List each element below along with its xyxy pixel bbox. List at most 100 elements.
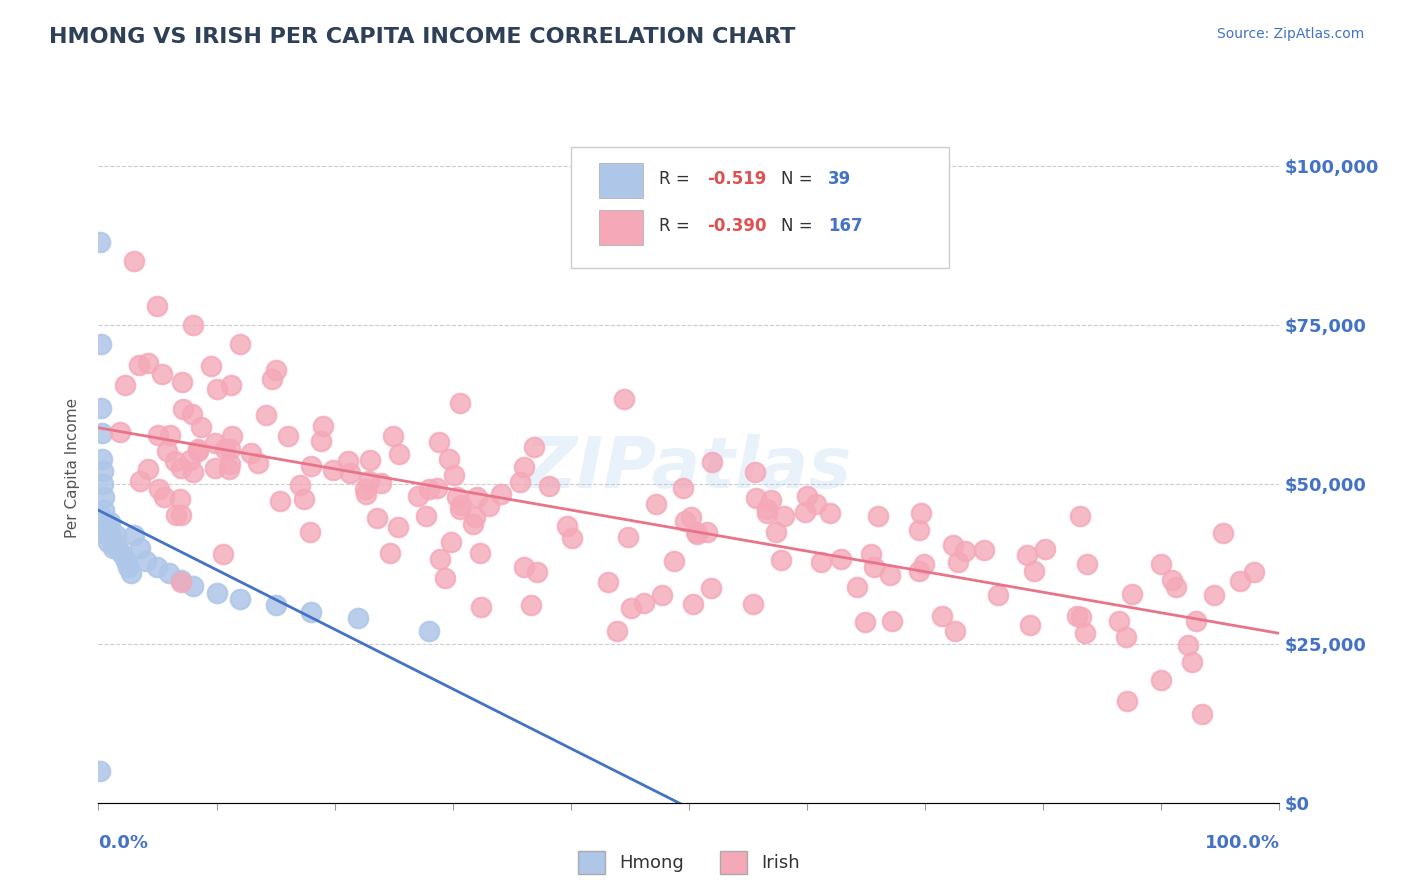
Point — [336, 453, 359, 467]
Point — [651, 588, 673, 602]
Point — [165, 508, 187, 522]
Point — [427, 435, 450, 450]
Point — [136, 356, 159, 370]
Point — [478, 499, 501, 513]
Point — [862, 560, 884, 574]
Point — [465, 490, 488, 504]
Point — [172, 402, 194, 417]
Point — [89, 235, 111, 249]
Point — [146, 299, 169, 313]
Point — [437, 452, 460, 467]
Point — [818, 506, 841, 520]
Point — [741, 597, 763, 611]
Point — [523, 441, 546, 455]
Point — [146, 427, 169, 442]
Point — [218, 462, 240, 476]
Point — [221, 428, 243, 442]
Text: R =: R = — [659, 217, 696, 235]
Point — [744, 491, 766, 505]
Point — [90, 401, 112, 415]
Point — [239, 446, 262, 460]
Point — [370, 476, 392, 491]
Point — [1069, 508, 1091, 523]
Point — [181, 579, 204, 593]
Point — [1022, 565, 1045, 579]
Point — [1074, 626, 1097, 640]
Point — [973, 543, 995, 558]
Text: N =: N = — [782, 170, 818, 188]
Point — [219, 457, 242, 471]
Text: R =: R = — [659, 170, 696, 188]
Point — [908, 524, 931, 538]
Point — [772, 508, 794, 523]
Point — [450, 498, 472, 512]
Point — [190, 419, 212, 434]
Text: 100.0%: 100.0% — [1205, 834, 1279, 852]
Point — [170, 375, 193, 389]
Point — [264, 362, 287, 376]
Point — [866, 508, 889, 523]
Point — [108, 425, 131, 440]
Point — [277, 429, 299, 443]
Point — [322, 463, 344, 477]
Point — [152, 490, 174, 504]
Point — [845, 580, 868, 594]
Point — [170, 573, 193, 587]
Point — [382, 429, 405, 443]
Text: -0.390: -0.390 — [707, 217, 766, 235]
Point — [633, 596, 655, 610]
Point — [214, 442, 236, 456]
Point — [520, 598, 543, 612]
Point — [1243, 566, 1265, 580]
Point — [1070, 610, 1092, 624]
Point — [912, 558, 935, 572]
Point — [645, 497, 668, 511]
Point — [180, 407, 202, 421]
Point — [246, 456, 269, 470]
Point — [953, 544, 976, 558]
Point — [443, 468, 465, 483]
Point — [537, 479, 560, 493]
Point — [948, 555, 970, 569]
FancyBboxPatch shape — [599, 163, 643, 198]
Text: N =: N = — [782, 217, 818, 235]
Point — [859, 547, 882, 561]
Point — [446, 491, 468, 505]
Point — [987, 588, 1010, 602]
Point — [794, 505, 817, 519]
Point — [107, 541, 129, 555]
Point — [449, 396, 471, 410]
Point — [1191, 707, 1213, 722]
Point — [311, 419, 333, 434]
Point — [170, 575, 193, 590]
Point — [93, 490, 115, 504]
Point — [128, 541, 150, 555]
Point — [122, 528, 145, 542]
Point — [146, 560, 169, 574]
Point — [1108, 614, 1130, 628]
Point — [136, 462, 159, 476]
Point — [598, 574, 620, 589]
Point — [685, 524, 707, 539]
Point — [880, 615, 903, 629]
Point — [463, 517, 485, 532]
Point — [679, 510, 702, 524]
Legend: Hmong, Irish: Hmong, Irish — [571, 844, 807, 880]
Point — [212, 547, 235, 561]
Point — [98, 516, 121, 530]
Point — [509, 475, 531, 489]
Point — [1229, 574, 1251, 588]
Point — [91, 465, 114, 479]
Point — [682, 597, 704, 611]
Point — [744, 465, 766, 479]
Point — [292, 491, 315, 506]
Point — [1202, 587, 1225, 601]
Point — [853, 615, 876, 629]
Point — [699, 582, 721, 596]
Point — [179, 453, 201, 467]
Point — [299, 459, 322, 474]
Point — [470, 600, 492, 615]
Point — [931, 608, 953, 623]
Point — [205, 585, 228, 599]
Point — [93, 502, 115, 516]
